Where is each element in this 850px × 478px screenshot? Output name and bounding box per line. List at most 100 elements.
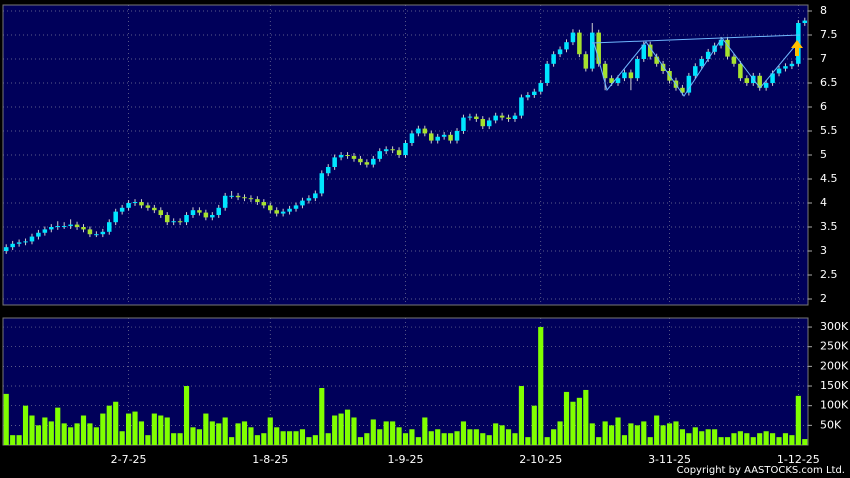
volume-bar xyxy=(596,437,602,445)
candle-body xyxy=(216,207,221,215)
candle-body xyxy=(686,75,692,93)
volume-bar xyxy=(396,427,402,445)
candle-body xyxy=(557,49,563,55)
volume-bar xyxy=(402,433,409,445)
volume-bar xyxy=(344,409,351,445)
volume-bar xyxy=(441,433,447,445)
volume-bar xyxy=(763,431,769,445)
candle-body xyxy=(68,224,73,227)
candle-body xyxy=(177,221,183,223)
candle-body xyxy=(770,73,775,83)
volume-bar xyxy=(16,435,22,445)
volume-bar xyxy=(74,423,80,445)
volume-bar xyxy=(634,425,640,445)
candle-body xyxy=(590,32,595,69)
candle-body xyxy=(371,158,376,165)
volume-bar xyxy=(177,433,183,445)
candle-body xyxy=(293,205,299,209)
candle-body xyxy=(248,198,254,200)
breakout-arrow xyxy=(791,40,803,56)
volume-bar xyxy=(93,427,99,445)
volume-bar xyxy=(525,437,531,445)
candle-body xyxy=(776,68,782,74)
volume-bar xyxy=(512,433,518,445)
y-tick-label: 8 xyxy=(820,4,827,17)
candle-body xyxy=(42,229,48,233)
candle-body xyxy=(358,158,363,163)
candle-body xyxy=(139,202,144,206)
volume-bar xyxy=(609,425,615,445)
volume-bar xyxy=(583,389,589,445)
candle-body xyxy=(287,208,292,212)
volume-bar xyxy=(113,401,119,445)
volume-bar xyxy=(42,417,48,445)
volume-bar xyxy=(757,433,763,445)
volume-bar xyxy=(473,429,479,445)
candle-body xyxy=(23,241,28,243)
candle-body xyxy=(493,115,498,121)
candle-body xyxy=(654,56,659,64)
volume-bar xyxy=(660,425,666,445)
resistance-line xyxy=(591,34,801,44)
candle-body xyxy=(390,149,395,151)
volume-bar xyxy=(544,437,550,445)
volume-bar xyxy=(789,435,795,445)
volume-bar xyxy=(119,431,125,445)
candle-body xyxy=(319,173,325,194)
candle-body xyxy=(403,143,408,155)
volume-bar xyxy=(422,417,428,445)
volume-bar xyxy=(100,413,106,445)
volume-bar xyxy=(435,429,441,445)
volume-bar xyxy=(338,413,344,445)
volume-bar xyxy=(563,391,570,445)
y-tick-label: 3.5 xyxy=(820,220,838,233)
volume-bar xyxy=(505,429,512,445)
candle-body xyxy=(441,134,447,137)
volume-bar xyxy=(538,327,544,445)
volume-bar xyxy=(209,421,215,445)
volume-bar xyxy=(390,421,396,445)
candle-body xyxy=(61,226,67,228)
y-tick-label: 7 xyxy=(820,52,827,65)
candle-body xyxy=(190,210,196,215)
candle-body xyxy=(145,205,151,208)
volume-bar xyxy=(357,437,363,445)
y-tick-label: 5 xyxy=(820,148,827,161)
volume-bar xyxy=(164,417,170,445)
candle-body xyxy=(609,78,614,83)
candle-body xyxy=(49,227,54,230)
volume-bar xyxy=(737,431,743,445)
x-tick-label: 1-12-25 xyxy=(777,453,820,466)
candle-body xyxy=(222,195,228,208)
volume-bar xyxy=(415,437,421,445)
candle-body xyxy=(435,136,440,141)
y-tick-label: 2 xyxy=(820,292,827,305)
volume-bar xyxy=(312,435,318,445)
candle-body xyxy=(789,63,795,67)
candle-body xyxy=(126,203,131,208)
candle-body xyxy=(506,117,511,119)
volume-bar xyxy=(467,429,473,445)
y-tick-label: 7.5 xyxy=(820,28,838,41)
candle-body xyxy=(268,205,273,211)
x-tick-label: 1-8-25 xyxy=(252,453,288,466)
volume-bar xyxy=(241,421,248,445)
x-tick-label: 3-11-25 xyxy=(648,453,691,466)
pattern-lines xyxy=(591,34,801,97)
volume-bar xyxy=(557,421,563,445)
candle-body xyxy=(255,199,260,203)
volume-bar xyxy=(383,421,389,445)
volume-bar xyxy=(332,415,338,445)
volume-bar xyxy=(731,433,737,445)
volume-bar xyxy=(654,415,660,445)
volume-bar xyxy=(196,429,202,445)
volume-bar xyxy=(499,425,505,445)
volume-bar xyxy=(254,435,260,445)
volume-bar xyxy=(299,429,306,445)
candle-body xyxy=(680,87,685,93)
candle-body xyxy=(87,229,93,235)
candle-body xyxy=(641,44,647,59)
candle-body xyxy=(647,44,653,57)
volume-bar xyxy=(628,423,634,445)
volume-bar xyxy=(80,415,87,445)
